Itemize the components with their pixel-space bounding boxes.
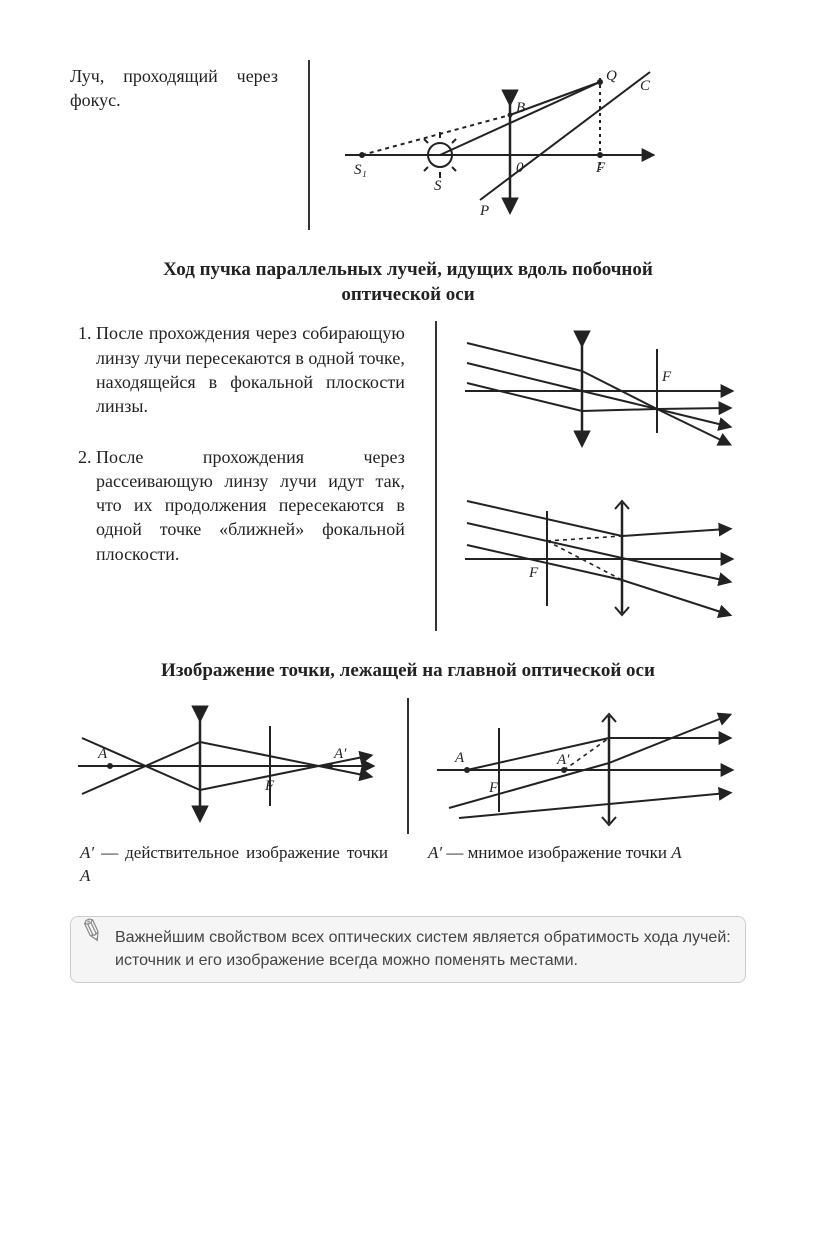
- caption-virtual-symbol: A′: [428, 843, 442, 862]
- svg-text:C: C: [640, 78, 651, 94]
- axis-image-virtual-column: F A A′: [429, 698, 746, 834]
- svg-text:A′: A′: [333, 746, 347, 762]
- caption-real-symbol: A′: [80, 843, 94, 862]
- pencil-icon: ✎: [73, 908, 111, 956]
- section-axis-point-image: F A A′ F A A′: [70, 698, 746, 834]
- divider: [308, 60, 310, 230]
- caption-virtual-text: — мнимое изображение точки: [442, 843, 671, 862]
- axis-captions: A′ — действительное изображение точки A …: [70, 842, 746, 888]
- divider: [435, 321, 437, 631]
- svg-text:A: A: [454, 750, 465, 766]
- focus-ray-text: Луч, проходящий через фокус.: [70, 60, 288, 230]
- list-item: После прохождения через собирающую линзу…: [96, 321, 405, 418]
- parallel-bundle-text: После прохождения через собирающую линзу…: [70, 321, 415, 631]
- heading-parallel-bundle: Ход пучка параллельных лучей, идущих вдо…: [130, 258, 686, 307]
- section-focus-ray: Луч, проходящий через фокус.: [70, 60, 746, 230]
- svg-text:P: P: [479, 203, 489, 219]
- svg-text:Q: Q: [606, 68, 617, 84]
- caption-real-suffix: A: [80, 866, 90, 885]
- axis-image-real-figure: F A A′: [70, 698, 380, 828]
- focus-ray-figure: S₁ S B 0 F Q C P: [330, 60, 746, 230]
- section-parallel-bundle: После прохождения через собирающую линзу…: [70, 321, 746, 631]
- list-item: После прохождения через рассеивающую лин…: [96, 445, 405, 566]
- svg-text:F: F: [661, 369, 672, 385]
- svg-text:S₁: S₁: [354, 162, 367, 178]
- key-property-note: ✎ Важнейшим свойством всех оптических си…: [70, 916, 746, 983]
- svg-text:F: F: [528, 565, 539, 581]
- note-text: Важнейшим свойством всех оптических сист…: [115, 929, 731, 968]
- svg-text:S: S: [434, 178, 442, 194]
- divider: [407, 698, 409, 834]
- heading-axis-point-image: Изображение точки, лежащей на главной оп…: [130, 659, 686, 684]
- caption-real-text: — действительное изображение точки: [94, 843, 388, 862]
- svg-text:F: F: [264, 778, 275, 794]
- svg-text:A′: A′: [556, 752, 570, 768]
- svg-text:0: 0: [516, 160, 524, 176]
- axis-image-virtual-figure: F A A′: [429, 698, 739, 828]
- caption-virtual-suffix: A: [671, 843, 681, 862]
- parallel-bundle-figures: F F: [457, 321, 746, 631]
- axis-image-real-column: F A A′: [70, 698, 387, 834]
- svg-text:B: B: [516, 100, 525, 116]
- diverging-bundle-figure: F: [457, 481, 737, 631]
- svg-text:F: F: [595, 160, 606, 176]
- caption-virtual: A′ — мнимое изображение точки A: [418, 842, 746, 888]
- caption-real: A′ — действительное изображение точки A: [70, 842, 398, 888]
- converging-bundle-figure: F: [457, 321, 737, 461]
